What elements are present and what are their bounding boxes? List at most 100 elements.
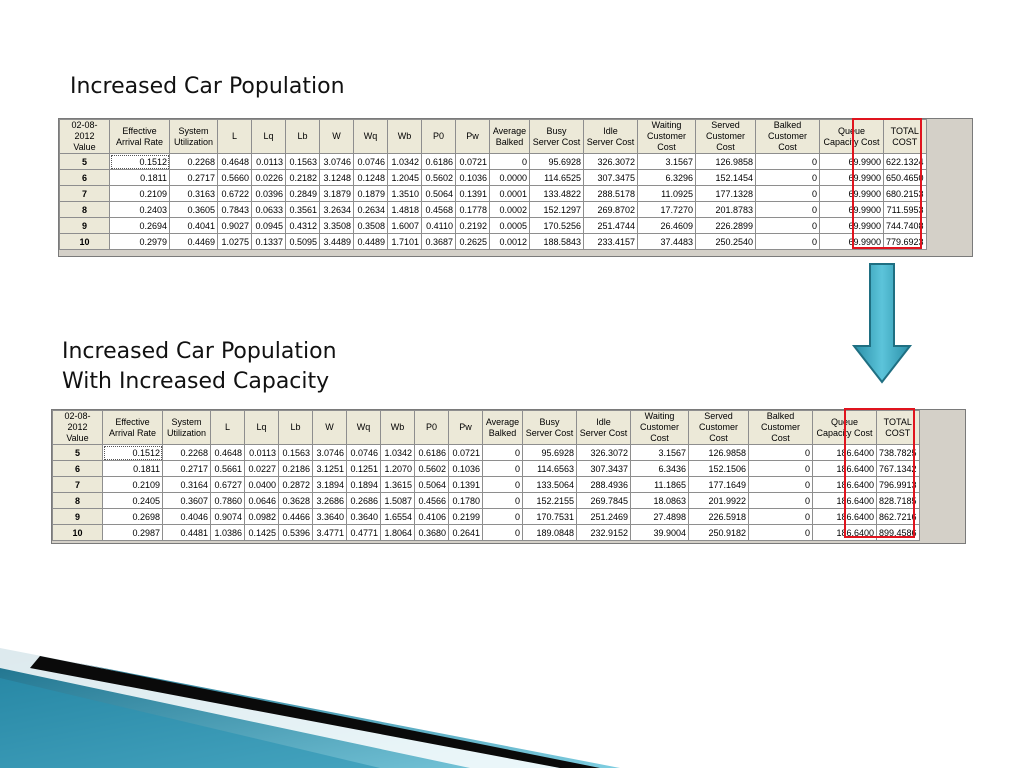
table-cell[interactable]: 0.2634 <box>353 201 388 218</box>
table-cell[interactable]: 0.1563 <box>278 444 313 461</box>
column-header[interactable]: P0 <box>414 410 449 445</box>
column-header[interactable]: Wb <box>387 119 422 154</box>
table-cell[interactable]: 0 <box>755 169 820 186</box>
table-cell[interactable]: 0 <box>755 233 820 250</box>
table-row[interactable]: 9 0.2698 0.4046 0.9074 0.0982 0.4466 3.3640 0.3… <box>52 508 920 525</box>
table-cell[interactable]: 6.3296 <box>637 169 696 186</box>
table-cell[interactable]: 1.6554 <box>380 508 415 525</box>
row-header-cell[interactable]: 9 <box>52 508 103 525</box>
column-header[interactable]: Waiting Customer Cost <box>630 410 689 445</box>
table-cell[interactable]: 0.5602 <box>414 460 449 477</box>
table-cell[interactable]: 0 <box>748 492 813 509</box>
table-cell[interactable]: 0.1811 <box>109 169 170 186</box>
table-cell[interactable]: 0.1248 <box>353 169 388 186</box>
table-row[interactable]: 5 0.1512 0.2268 0.4648 0.0113 0.1563 3.0746 0.0… <box>59 153 927 170</box>
table-cell[interactable]: 0.4046 <box>162 508 211 525</box>
table-cell[interactable]: 3.1251 <box>312 460 347 477</box>
table-cell[interactable]: 250.9182 <box>688 524 749 541</box>
column-header[interactable]: System Utilization <box>162 410 211 445</box>
table-cell[interactable]: 1.7101 <box>387 233 422 250</box>
column-header[interactable]: P0 <box>421 119 456 154</box>
table-cell[interactable]: 226.2899 <box>695 217 756 234</box>
row-header-cell[interactable]: 6 <box>52 460 103 477</box>
table-cell[interactable]: 0.0001 <box>489 185 530 202</box>
table-cell[interactable]: 0.3628 <box>278 492 313 509</box>
column-header[interactable]: Served Customer Cost <box>688 410 749 445</box>
table-cell[interactable]: 152.1506 <box>688 460 749 477</box>
table-cell[interactable]: 3.4771 <box>312 524 347 541</box>
column-header[interactable]: Average Balked <box>489 119 530 154</box>
table-cell[interactable]: 0.4481 <box>162 524 211 541</box>
table-cell[interactable]: 0 <box>748 524 813 541</box>
table-cell[interactable]: 0.3680 <box>414 524 449 541</box>
table-cell[interactable]: 0.3508 <box>353 217 388 234</box>
table-cell[interactable]: 0.4312 <box>285 217 320 234</box>
column-header[interactable]: Served Customer Cost <box>695 119 756 154</box>
table-cell[interactable]: 0.1425 <box>244 524 279 541</box>
table-cell[interactable]: 1.3615 <box>380 476 415 493</box>
table-cell[interactable]: 26.4609 <box>637 217 696 234</box>
table-row[interactable]: 5 0.1512 0.2268 0.4648 0.0113 0.1563 3.0746 0.0… <box>52 444 920 461</box>
table-cell[interactable]: 288.5178 <box>583 185 638 202</box>
table-cell[interactable]: 0.0012 <box>489 233 530 250</box>
table-cell[interactable]: 0.3164 <box>162 476 211 493</box>
table-cell[interactable]: 0.2717 <box>169 169 218 186</box>
table-cell[interactable]: 0.2641 <box>448 524 483 541</box>
table-cell[interactable]: 326.3072 <box>583 153 638 170</box>
column-header[interactable]: L <box>217 119 252 154</box>
table-cell[interactable]: 3.2686 <box>312 492 347 509</box>
table-cell[interactable]: 0.0002 <box>489 201 530 218</box>
table-cell[interactable]: 0.5396 <box>278 524 313 541</box>
table-cell[interactable]: 188.5843 <box>529 233 584 250</box>
table-cell[interactable]: 3.2634 <box>319 201 354 218</box>
table-cell[interactable]: 1.8064 <box>380 524 415 541</box>
table-cell[interactable]: 0 <box>482 492 523 509</box>
table-cell[interactable]: 95.6928 <box>522 444 577 461</box>
column-header[interactable]: Queue Capacity Cost <box>819 119 884 154</box>
table-cell[interactable]: 0.0982 <box>244 508 279 525</box>
column-header[interactable]: TOTAL COST <box>876 410 920 445</box>
table-cell[interactable]: 0.2268 <box>169 153 218 170</box>
table-cell[interactable]: 0.0746 <box>346 444 381 461</box>
table-cell[interactable]: 307.3437 <box>576 460 631 477</box>
table-cell[interactable]: 0.2182 <box>285 169 320 186</box>
column-header[interactable]: Pw <box>455 119 490 154</box>
table-row[interactable]: 7 0.2109 0.3163 0.6722 0.0396 0.2849 3.1879 0.1… <box>59 185 927 202</box>
table-cell[interactable]: 0.2199 <box>448 508 483 525</box>
table-cell[interactable]: 18.0863 <box>630 492 689 509</box>
column-header[interactable]: Lb <box>278 410 313 445</box>
table-cell[interactable]: 0 <box>482 508 523 525</box>
table-cell[interactable]: 0.4566 <box>414 492 449 509</box>
table-cell[interactable]: 1.0275 <box>217 233 252 250</box>
table-cell[interactable]: 1.0386 <box>210 524 245 541</box>
column-header[interactable]: Waiting Customer Cost <box>637 119 696 154</box>
table-cell[interactable]: 170.5256 <box>529 217 584 234</box>
table-cell[interactable]: 0.3163 <box>169 185 218 202</box>
table-cell[interactable]: 0.4469 <box>169 233 218 250</box>
column-header[interactable]: Balked Customer Cost <box>755 119 820 154</box>
column-header[interactable]: Balked Customer Cost <box>748 410 813 445</box>
table-cell[interactable]: 0.1036 <box>448 460 483 477</box>
table-cell[interactable]: 0.0646 <box>244 492 279 509</box>
table-cell[interactable]: 37.4483 <box>637 233 696 250</box>
table-cell[interactable]: 250.2540 <box>695 233 756 250</box>
table-cell[interactable]: 1.2045 <box>387 169 422 186</box>
table-cell[interactable]: 0.4489 <box>353 233 388 250</box>
table-cell[interactable]: 0 <box>755 217 820 234</box>
table-cell[interactable]: 307.3475 <box>583 169 638 186</box>
table-cell[interactable]: 17.7270 <box>637 201 696 218</box>
table-cell[interactable]: 0.6186 <box>421 153 456 170</box>
table-cell[interactable]: 0.2686 <box>346 492 381 509</box>
table-cell[interactable]: 0 <box>748 476 813 493</box>
table-cell[interactable]: 152.1297 <box>529 201 584 218</box>
table-cell[interactable]: 133.4822 <box>529 185 584 202</box>
table-row[interactable]: 6 0.1811 0.2717 0.5660 0.0226 0.2182 3.1248 0.1… <box>59 169 927 186</box>
table-cell[interactable]: 69.9900 <box>819 233 884 250</box>
table-cell[interactable]: 3.3508 <box>319 217 354 234</box>
table-cell[interactable]: 3.1248 <box>319 169 354 186</box>
column-header[interactable]: Average Balked <box>482 410 523 445</box>
row-header-cell[interactable]: 6 <box>59 169 110 186</box>
table-cell[interactable]: 3.1894 <box>312 476 347 493</box>
row-header-cell[interactable]: 5 <box>59 153 110 170</box>
table-cell[interactable]: 1.4818 <box>387 201 422 218</box>
